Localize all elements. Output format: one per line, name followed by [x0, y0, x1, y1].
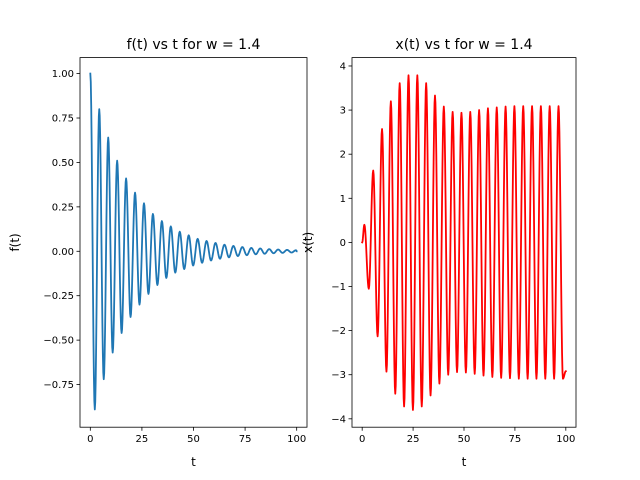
y-tick-label: −0.25: [43, 291, 74, 302]
y-axis-label-right: x(t): [301, 232, 315, 253]
x-axis-label-right: t: [462, 455, 467, 469]
y-ticks-right: −4 −3 −2 −1 0 1 2 3 4: [331, 61, 352, 425]
y-tick-label: 4: [340, 61, 346, 72]
x-axis-label-left: t: [191, 455, 196, 469]
x-ticks-right: 0 25 50 75 100: [359, 427, 575, 445]
y-tick-label: 1: [340, 194, 346, 205]
y-tick-label: 3: [340, 106, 346, 117]
x-tick-label: 75: [509, 434, 522, 445]
y-tick-label: −0.75: [43, 380, 74, 391]
y-ticks-left: −0.75 −0.50 −0.25 0.00 0.25 0.50 0.75 1.00: [43, 69, 80, 391]
y-tick-label: −2: [331, 326, 346, 337]
x-tick-label: 100: [287, 434, 306, 445]
x-tick-label: 0: [87, 434, 93, 445]
x-tick-label: 75: [239, 434, 252, 445]
y-tick-label: 0.50: [52, 158, 74, 169]
series-line: [89, 72, 298, 411]
subplot-f-of-t: f(t) vs t for w = 1.4 t f(t) 0 25 50 75 100 …: [8, 37, 308, 469]
y-tick-label: −0.50: [43, 336, 74, 347]
plot-area-left: [79, 57, 308, 428]
x-tick-label: 100: [556, 434, 575, 445]
x-tick-label: 50: [187, 434, 200, 445]
y-tick-label: 0: [340, 238, 346, 249]
y-tick-label: −1: [331, 282, 346, 293]
series-lines-right: [360, 74, 568, 411]
x-tick-label: 25: [407, 434, 420, 445]
y-tick-label: 1.00: [52, 69, 74, 80]
chart-title-left: f(t) vs t for w = 1.4: [127, 37, 261, 53]
subplot-x-of-t: x(t) vs t for w = 1.4 t x(t) 0 25 50 75 100 …: [301, 37, 577, 469]
x-tick-label: 25: [136, 434, 149, 445]
y-axis-label-left: f(t): [8, 233, 22, 251]
y-tick-label: 0.25: [52, 202, 74, 213]
chart-title-right: x(t) vs t for w = 1.4: [395, 37, 532, 53]
y-tick-label: 0.00: [52, 247, 74, 258]
y-tick-label: 2: [340, 150, 346, 161]
y-tick-label: 0.75: [52, 114, 74, 125]
series-line: [360, 74, 568, 411]
y-tick-label: −3: [331, 370, 346, 381]
x-tick-label: 0: [359, 434, 365, 445]
x-tick-label: 50: [458, 434, 471, 445]
y-tick-label: −4: [331, 414, 346, 425]
x-ticks-left: 0 25 50 75 100: [87, 427, 306, 445]
series-lines-left: [89, 72, 298, 411]
